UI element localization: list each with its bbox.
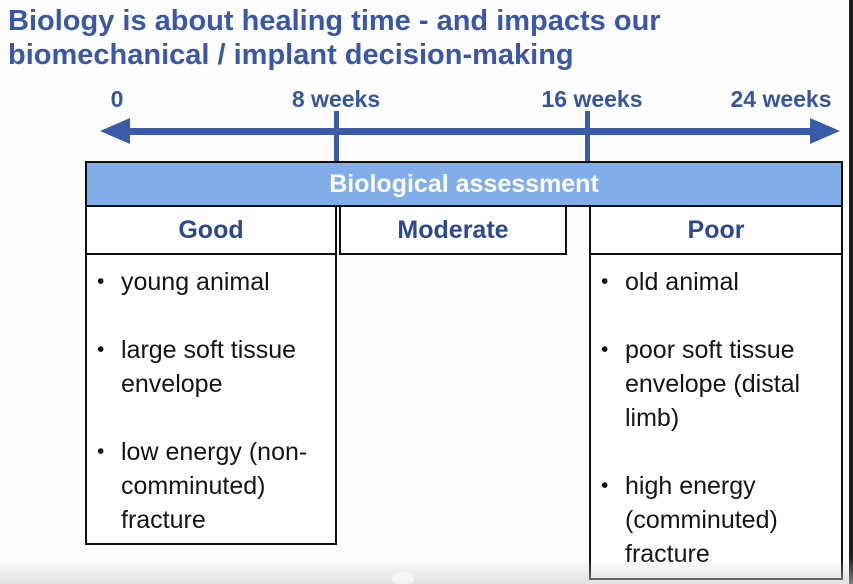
bullet-glyph: • <box>601 474 609 497</box>
timeline-left-arrow-icon <box>100 118 130 144</box>
bullet-glyph: • <box>601 270 609 293</box>
screen-edge-bar <box>849 0 853 584</box>
column-header-good-label: Good <box>178 215 244 244</box>
column-header-poor-label: Poor <box>687 215 745 244</box>
bullet-item: • old animal <box>601 265 835 299</box>
bullet-text: old animal <box>625 268 739 296</box>
bullet-text: large soft tissue envelope <box>121 336 297 398</box>
timeline-label-8-weeks: 8 weeks <box>291 86 381 112</box>
column-header-poor: Poor <box>589 205 843 255</box>
timeline-label-0: 0 <box>110 86 124 112</box>
page-title: Biology is about healing time - and impa… <box>8 5 661 71</box>
table-header-label: Biological assessment <box>329 169 599 198</box>
timeline-tick-8-weeks <box>334 111 339 163</box>
column-header-moderate: Moderate <box>339 205 567 255</box>
player-hint-dot <box>392 572 414 584</box>
bullet-item: • low energy (non- comminuted) fracture <box>97 435 329 537</box>
bullet-text: high energy (comminuted) fracture <box>625 472 778 568</box>
bullet-item: • poor soft tissue envelope (distal limb) <box>601 333 835 435</box>
bullet-item: • large soft tissue envelope <box>97 333 329 401</box>
bullet-text: poor soft tissue envelope (distal limb) <box>625 336 801 432</box>
timeline-right-arrow-icon <box>810 118 840 144</box>
bullet-glyph: • <box>97 440 105 463</box>
bullet-glyph: • <box>97 270 105 293</box>
timeline-label-16-weeks: 16 weeks <box>541 86 643 112</box>
table-header-band: Biological assessment <box>85 161 843 207</box>
bullet-item: • high energy (comminuted) fracture <box>601 469 835 571</box>
timeline-tick-16-weeks <box>585 111 590 163</box>
timeline-label-24-weeks: 24 weeks <box>730 86 832 112</box>
bullet-glyph: • <box>601 338 609 361</box>
column-header-good: Good <box>85 205 337 255</box>
bullet-glyph: • <box>97 338 105 361</box>
column-header-moderate-label: Moderate <box>397 215 509 244</box>
bullet-text: low energy (non- comminuted) fracture <box>121 438 308 534</box>
bottom-fade-overlay <box>0 558 853 584</box>
bullet-text: young animal <box>121 268 270 296</box>
poor-column-cell: • old animal • poor soft tissue envelope (d… <box>589 253 843 580</box>
good-column-cell: • young animal • large soft tissue envelope… <box>85 253 337 545</box>
timeline-axis-line <box>112 128 826 135</box>
bullet-item: • young animal <box>97 265 329 299</box>
